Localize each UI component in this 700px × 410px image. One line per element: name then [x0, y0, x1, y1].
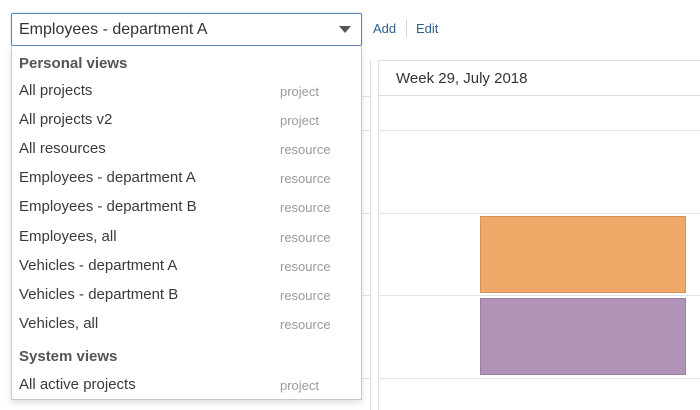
event-block-orange[interactable]: [480, 216, 686, 293]
row-divider: [379, 213, 700, 214]
view-option-type: project: [280, 378, 320, 393]
view-option-type: resource: [280, 259, 331, 274]
view-option-label: Employees - department A: [19, 169, 196, 186]
view-option[interactable]: Employees, all resource: [12, 223, 361, 252]
view-option[interactable]: Vehicles - department A resource: [12, 252, 361, 281]
view-option-label: Vehicles - department B: [19, 286, 179, 303]
add-view-link[interactable]: Add: [373, 21, 397, 36]
view-option-type: resource: [280, 200, 331, 215]
view-option[interactable]: Vehicles, all resource: [12, 310, 361, 339]
view-option-label: All projects v2: [19, 111, 113, 128]
view-option-type: resource: [280, 317, 331, 332]
view-option[interactable]: Employees - department A resource: [12, 164, 361, 193]
view-option[interactable]: All projects project: [12, 77, 361, 106]
view-dropdown-list[interactable]: Personal views All projects project All …: [11, 46, 362, 400]
column-divider: [378, 60, 379, 410]
event-block-purple[interactable]: [480, 298, 686, 375]
view-option-type: resource: [280, 288, 331, 303]
view-option-label: All projects: [19, 82, 93, 99]
view-select[interactable]: Employees - department A: [11, 13, 362, 46]
view-option[interactable]: All active projects project: [12, 371, 361, 399]
view-option[interactable]: All projects v2 project: [12, 106, 361, 135]
view-option-label: All resources: [19, 140, 106, 157]
view-option-type: resource: [280, 171, 331, 186]
week-header: Week 29, July 2018: [379, 60, 700, 96]
group-label-personal-views: Personal views: [19, 55, 128, 72]
view-option-type: resource: [280, 142, 331, 157]
view-option-type: resource: [280, 230, 331, 245]
view-option-label: Employees - department B: [19, 198, 197, 215]
timeline-area: Week 29, July 2018: [379, 60, 700, 410]
view-option-type: project: [280, 84, 320, 99]
view-option[interactable]: All resources resource: [12, 135, 361, 164]
view-option-label: Vehicles, all: [19, 315, 99, 332]
row-divider: [379, 130, 700, 131]
view-option-label: Vehicles - department A: [19, 257, 178, 274]
view-option-label: Employees, all: [19, 228, 117, 245]
row-divider: [379, 295, 700, 296]
week-label: Week 29, July 2018: [396, 70, 528, 87]
toolbar-separator: [406, 20, 407, 37]
view-select-value: Employees - department A: [19, 21, 208, 38]
view-option[interactable]: Employees - department B resource: [12, 193, 361, 222]
group-label-system-views: System views: [19, 348, 118, 365]
view-option[interactable]: Vehicles - department B resource: [12, 281, 361, 310]
view-option-type: project: [280, 113, 320, 128]
caret-down-icon[interactable]: [339, 26, 351, 33]
row-divider: [379, 378, 700, 379]
edit-view-link[interactable]: Edit: [416, 21, 439, 36]
view-option-label: All active projects: [19, 376, 136, 393]
